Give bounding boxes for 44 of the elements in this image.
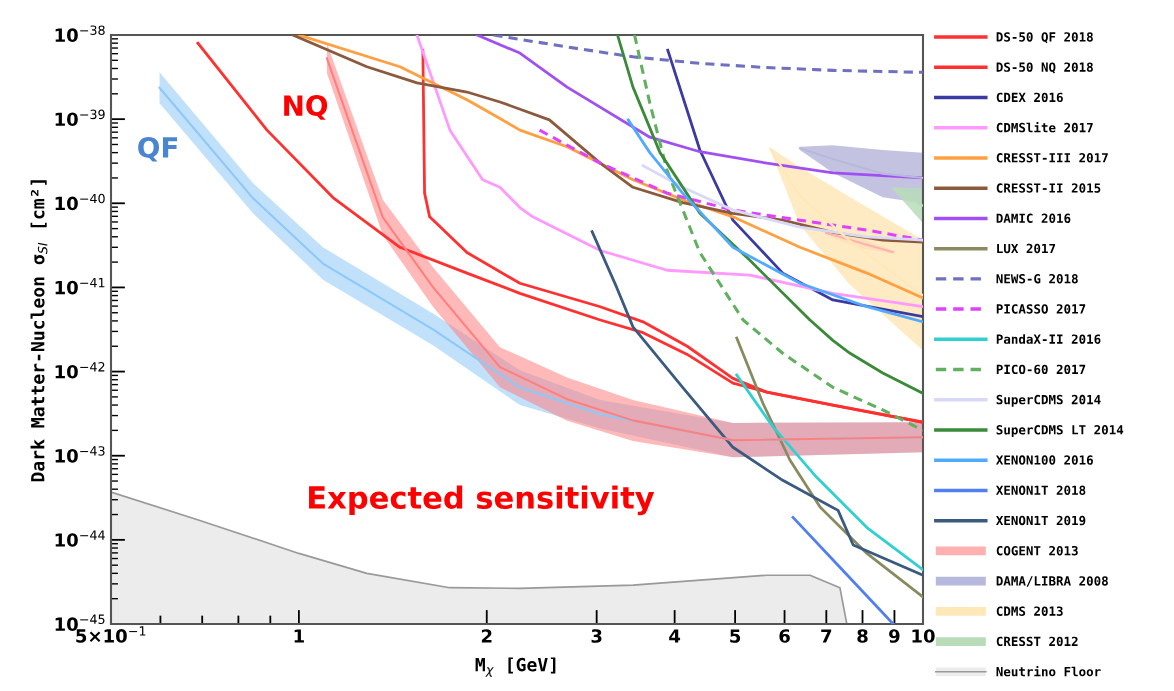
legend-label: CRESST-II 2015: [996, 183, 1101, 193]
x-tick-label: 8: [857, 629, 868, 643]
legend-label: DS-50 QF 2018: [996, 32, 1093, 44]
annotation: Expected sensitivity: [309, 485, 655, 516]
legend-label: XENON100 2016: [995, 455, 1093, 465]
legend-label: SuperCDMS LT 2014: [996, 425, 1124, 437]
x-tick-label: 4: [669, 629, 681, 643]
y-tick-label: 10$^{−44}$: [55, 530, 105, 547]
x-tick-label: 2: [481, 629, 492, 643]
legend-label: CRESST 2012: [996, 636, 1078, 647]
legend-label: LUX 2017: [997, 243, 1056, 254]
x-tick-label: 9: [889, 629, 900, 643]
x-tick-label: 5: [730, 629, 741, 643]
x-tick-label: 1: [294, 629, 304, 643]
legend-label: NEWS-G 2018: [996, 273, 1078, 284]
y-tick-label: 10$^{−39}$: [55, 109, 105, 127]
legend-label: CDEX 2016: [996, 92, 1063, 103]
y-tick-label: 10$^{−43}$: [55, 446, 105, 463]
x-tick-label: 6: [779, 629, 790, 643]
legend-label: COGENT 2013: [996, 545, 1078, 556]
legend-label: PandaX-II 2016: [996, 334, 1101, 344]
legend-label: DAMIC 2016: [996, 213, 1071, 223]
legend-label: PICO-60 2017: [996, 364, 1086, 375]
legend-label: CRESST-III 2017: [996, 153, 1108, 163]
legend-label: XENON1T 2019: [995, 515, 1086, 526]
legend-label: SuperCDMS 2014: [996, 394, 1101, 407]
x-axis-title: M$_{χ}$ [GeV]: [475, 657, 556, 677]
legend-label: CDMS 2013: [996, 606, 1063, 616]
legend-label: Neutrino Floor: [996, 665, 1101, 677]
x-tick-label: 7: [821, 629, 832, 643]
legend-label: PICASSO 2017: [996, 304, 1086, 314]
y-tick-label: 10$^{−41}$: [55, 278, 105, 295]
y-tick-label: 10$^{−40}$: [55, 193, 105, 211]
legend-label: DAMA/LIBRA 2008: [996, 576, 1108, 587]
y-tick-label: 10$^{−38}$: [55, 25, 105, 42]
annotation: QF: [138, 136, 178, 162]
x-tick-label: 3: [591, 629, 602, 643]
text: Dark Matter-Nucleon σ$_{SI}$ [cm²]: [30, 180, 48, 482]
legend-label: CDMSlite 2017: [996, 121, 1093, 133]
annotation: NQ: [284, 95, 328, 120]
legend-label: XENON1T 2018: [995, 485, 1086, 495]
x-tick-label: 10: [912, 629, 935, 643]
legend-label: DS-50 NQ 2018: [996, 62, 1093, 74]
y-tick-label: 10$^{−42}$: [55, 362, 105, 379]
